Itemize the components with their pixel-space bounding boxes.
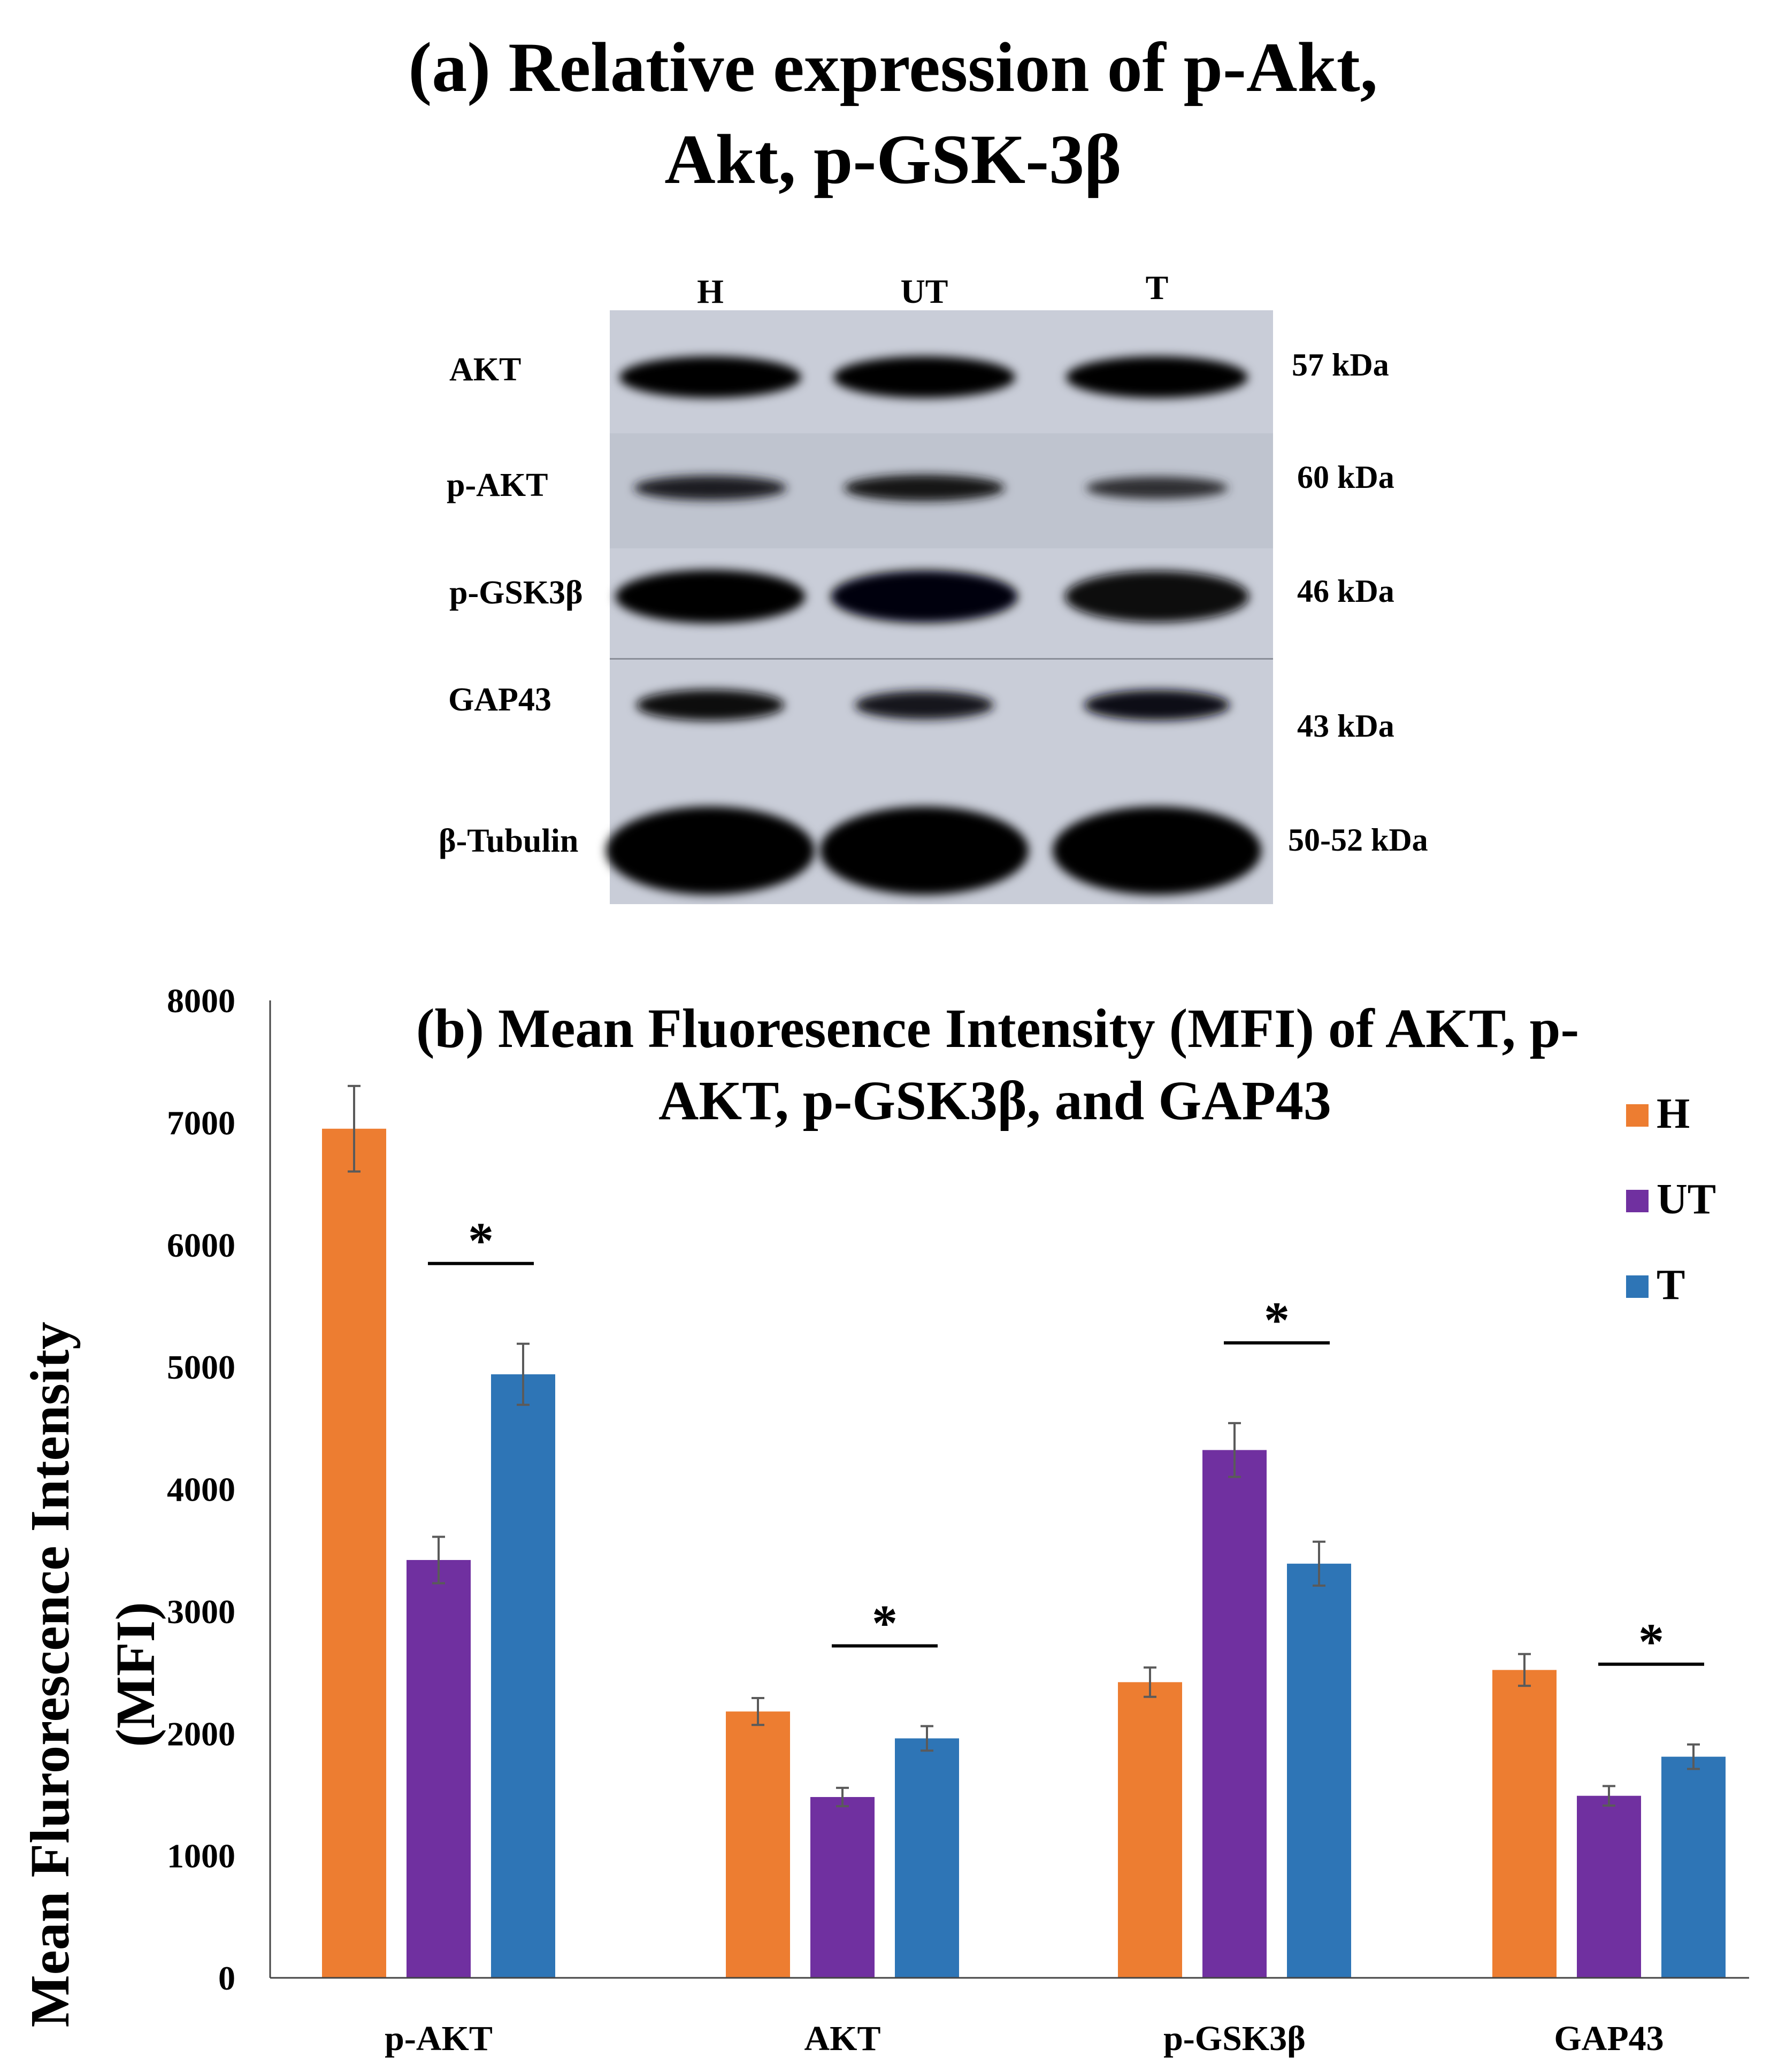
x-tick-label-p-gsk3b: p-GSK3β [1163,2019,1306,2058]
panel-a-title: (a) Relative expression of p-Akt, Akt, p… [0,21,1786,205]
blot-band-p-gsk3b-h [615,570,806,623]
y-tick-label: 2000 [167,1715,235,1753]
y-tick-label: 0 [218,1959,235,1997]
western-blot-figure: H UT T AKT p-AKT p-GSK3β GAP43 β-Tubulin… [439,269,1428,904]
legend-swatch-t [1626,1275,1649,1298]
bar-p-akt-t [491,1374,555,1978]
bar-p-akt-h [322,1128,386,1978]
blot-band-b-tubulin-ut [820,806,1029,895]
y-axis-title-line2: (MFI) [105,1602,166,1747]
blot-size-p-gsk3b: 46 kDa [1297,574,1394,609]
legend: H UT T [1626,1090,1716,1309]
significance-star-p-akt: * [468,1212,494,1270]
bar-gap43-ut [1577,1795,1641,1978]
blot-band-akt-h [619,356,801,398]
y-tick-label: 4000 [167,1471,235,1509]
blot-bands [606,356,1261,895]
blot-band-akt-ut [833,356,1015,398]
y-tick-label: 6000 [167,1226,235,1264]
legend-label-h: H [1657,1090,1690,1137]
bar-series [322,1128,1726,1978]
bar-gap43-h [1492,1670,1557,1978]
y-tick-label: 5000 [167,1348,235,1386]
legend-swatch-ut [1626,1190,1649,1212]
blot-band-gap43-t [1084,690,1230,721]
blot-band-akt-t [1066,356,1248,398]
x-tick-label-p-akt: p-AKT [385,2019,493,2058]
y-tick-label: 1000 [167,1837,235,1875]
blot-band-p-akt-h [634,476,787,500]
blot-row-label-p-gsk3b: p-GSK3β [449,575,583,611]
lane-label-t: T [1146,269,1169,307]
blot-size-beta-tubulin: 50-52 kDa [1288,822,1428,858]
blot-row-label-beta-tubulin: β-Tubulin [439,823,578,859]
y-axis-title-line1: Mean Flurorescence Intensity [19,1321,81,2027]
blot-size-akt: 57 kDa [1292,347,1389,383]
x-tick-label-gap43: GAP43 [1554,2019,1664,2058]
significance-star-gap43: * [1638,1613,1664,1670]
significance-star-p-gsk3b: * [1264,1291,1290,1349]
chart-title-line2: AKT, p-GSK3β, and GAP43 [658,1070,1331,1131]
bar-p-gsk3b-ut [1202,1450,1267,1978]
legend-swatch-h [1626,1104,1649,1127]
panel-a-title-line2: Akt, p-GSK-3β [664,120,1122,198]
legend-label-t: T [1657,1261,1685,1309]
blot-band-gap43-h [636,689,785,721]
blot-row-label-gap43: GAP43 [448,682,551,718]
bar-gap43-t [1661,1756,1726,1978]
y-tick-label: 7000 [167,1104,235,1142]
blot-size-p-akt: 60 kDa [1297,460,1394,495]
bar-p-gsk3b-h [1118,1682,1182,1978]
lane-label-ut: UT [901,272,948,310]
bar-p-akt-ut [407,1559,471,1978]
blot-band-p-gsk3b-ut [831,570,1018,623]
y-axis-title: Mean Flurorescence Intensity (MFI) [19,1321,166,2027]
bar-p-gsk3b-t [1287,1563,1351,1978]
bar-akt-ut [810,1797,875,1978]
blot-size-gap43: 43 kDa [1297,708,1394,744]
lane-label-h: H [697,272,724,310]
blot-band-p-akt-ut [844,475,1005,501]
panel-a-title-line1: (a) Relative expression of p-Akt, [408,28,1378,106]
blot-divider [610,658,1273,660]
bar-akt-h [726,1711,790,1978]
blot-band-b-tubulin-h [606,806,815,895]
blot-band-p-akt-t [1086,477,1228,499]
blot-band-b-tubulin-t [1053,806,1261,895]
blot-row-label-akt: AKT [449,351,521,388]
bar-akt-t [895,1738,959,1978]
x-axis-labels: p-AKT AKT p-GSK3β GAP43 [385,2019,1664,2058]
blot-band-gap43-ut [855,691,994,720]
blot-row-label-p-akt: p-AKT [447,467,548,503]
error-bars [348,1084,1700,1808]
significance-star-akt: * [872,1595,898,1652]
blot-band-p-gsk3b-t [1064,571,1250,622]
x-tick-label-akt: AKT [804,2019,880,2058]
y-tick-label: 8000 [167,982,235,1020]
chart-title-line1: (b) Mean Fluoresence Intensity (MFI) of … [416,998,1579,1059]
legend-label-ut: UT [1657,1176,1716,1223]
y-tick-label: 3000 [167,1593,235,1631]
y-axis-ticks: 0 1000 2000 3000 4000 5000 6000 7000 8000 [167,982,235,1997]
significance-markers: * * * * [428,1212,1704,1670]
